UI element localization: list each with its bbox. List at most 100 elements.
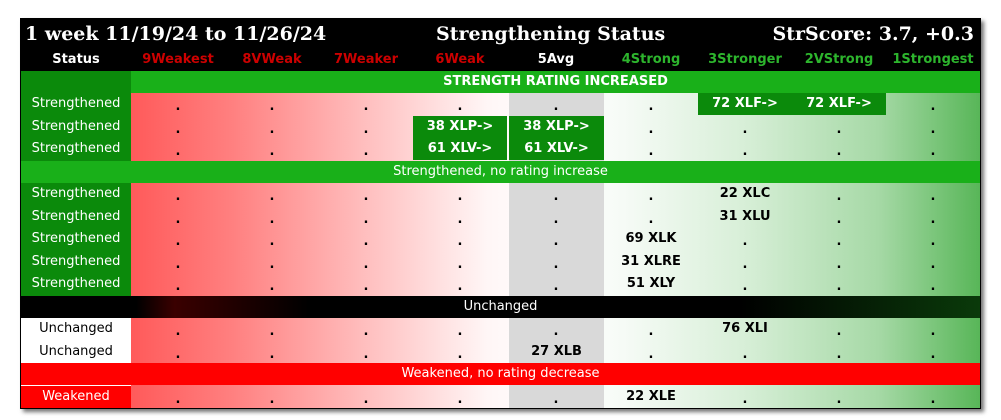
empty-cell-marker: . [553,211,559,227]
row-status-strengthened: Strengthened [21,183,131,206]
empty-cell-marker: . [742,256,748,272]
empty-cell-marker: . [457,211,463,227]
empty-cell-marker: . [553,189,559,204]
empty-cell-marker: . [269,346,275,362]
empty-cell-marker: . [930,99,936,114]
row-status-strengthened: Strengthened [21,205,131,228]
empty-cell-marker: . [553,324,559,339]
strscore-label: StrScore: 3.7, +0.3 [772,23,974,45]
empty-cell-marker: . [930,189,936,204]
empty-cell-marker: . [363,279,369,294]
band-strengthened: Strengthened, no rating increase [21,160,980,183]
empty-cell-marker: . [836,211,842,227]
empty-cell-marker: . [269,99,275,114]
empty-cell-marker: . [363,256,369,272]
empty-cell-marker: . [363,189,369,204]
empty-cell-marker: . [363,121,369,137]
empty-cell-marker: . [742,144,748,159]
empty-cell-marker: . [363,234,369,249]
empty-cell-marker: . [742,234,748,249]
empty-cell-marker: . [553,279,559,294]
ticker-cell: 31 XLU [719,208,771,224]
empty-cell-marker: . [175,391,181,407]
empty-cell-marker: . [363,324,369,339]
empty-cell-marker: . [836,234,842,249]
column-header-4strong: 4Strong [621,52,681,67]
status-corner-block [21,71,131,93]
rating-grid: STRENGTH RATING INCREASED Strengthened, n… [21,71,980,408]
row-status-strengthened: Strengthened [21,115,131,138]
empty-cell-marker: . [648,121,654,137]
row-status-unchanged: Unchanged [21,340,131,363]
empty-cell-marker: . [175,144,181,159]
empty-cell-marker: . [457,234,463,249]
empty-cell-marker: . [836,324,842,339]
ticker-cell: 38 XLP-> [413,115,507,138]
ticker-cell: 72 XLF-> [698,93,792,115]
ticker-cell: 61 XLV-> [509,138,604,160]
empty-cell-marker: . [930,279,936,294]
empty-cell-marker: . [553,391,559,407]
empty-cell-marker: . [175,211,181,227]
row-status-weakened: Weakened [21,385,131,408]
empty-cell-marker: . [553,234,559,249]
column-header-1strongest: 1Strongest [892,52,974,67]
empty-cell-marker: . [363,346,369,362]
column-header-2vstrong: 2VStrong [804,52,874,67]
empty-cell-marker: . [175,256,181,272]
empty-cell-marker: . [457,324,463,339]
row-status-strengthened: Strengthened [21,138,131,161]
empty-cell-marker: . [269,391,275,407]
empty-cell-marker: . [175,121,181,137]
ticker-cell: 69 XLK [625,231,677,246]
empty-cell-marker: . [553,256,559,272]
empty-cell-marker: . [930,144,936,159]
row-status-unchanged: Unchanged [21,318,131,341]
band-weakened: Weakened, no rating decrease [21,363,980,385]
empty-cell-marker: . [648,144,654,159]
empty-cell-marker: . [269,121,275,137]
empty-cell-marker: . [930,211,936,227]
empty-cell-marker: . [175,324,181,339]
ticker-cell: 61 XLV-> [413,138,507,160]
band-rating-increased: STRENGTH RATING INCREASED [131,71,980,93]
empty-cell-marker: . [742,121,748,137]
empty-cell-marker: . [175,234,181,249]
column-header-6weak: 6Weak [435,52,485,67]
empty-cell-marker: . [930,324,936,339]
row-status-strengthened: Strengthened [21,228,131,251]
column-header-8vweak: 8VWeak [242,52,302,67]
empty-cell-marker: . [648,189,654,204]
empty-cell-marker: . [930,391,936,407]
empty-cell-marker: . [363,144,369,159]
empty-cell-marker: . [836,189,842,204]
ticker-cell: 38 XLP-> [509,115,604,138]
empty-cell-marker: . [175,99,181,114]
empty-cell-marker: . [457,346,463,362]
ticker-cell: 51 XLY [626,276,676,291]
empty-cell-marker: . [457,99,463,114]
empty-cell-marker: . [648,211,654,227]
empty-cell-marker: . [836,256,842,272]
column-header-7weaker: 7Weaker [333,52,399,67]
empty-cell-marker: . [269,279,275,294]
empty-cell-marker: . [742,279,748,294]
empty-cell-marker: . [457,256,463,272]
empty-cell-marker: . [930,256,936,272]
empty-cell-marker: . [648,99,654,114]
ticker-cell: 27 XLB [531,343,582,359]
empty-cell-marker: . [269,324,275,339]
empty-cell-marker: . [836,121,842,137]
empty-cell-marker: . [363,99,369,114]
empty-cell-marker: . [836,391,842,407]
empty-cell-marker: . [836,279,842,294]
table-title: Strengthening Status [436,23,666,45]
empty-cell-marker: . [363,211,369,227]
row-status-strengthened: Strengthened [21,93,131,116]
column-header-row: Status 9Weakest 8VWeak 7Weaker 6Weak 5Avg 4St… [21,49,980,71]
empty-cell-marker: . [363,391,369,407]
strengthening-status-table: 1 week 11/19/24 to 11/26/24 Strengthenin… [20,18,981,409]
empty-cell-marker: . [269,256,275,272]
ticker-cell: 31 XLRE [621,253,681,269]
column-header-9weakest: 9Weakest [142,52,214,67]
